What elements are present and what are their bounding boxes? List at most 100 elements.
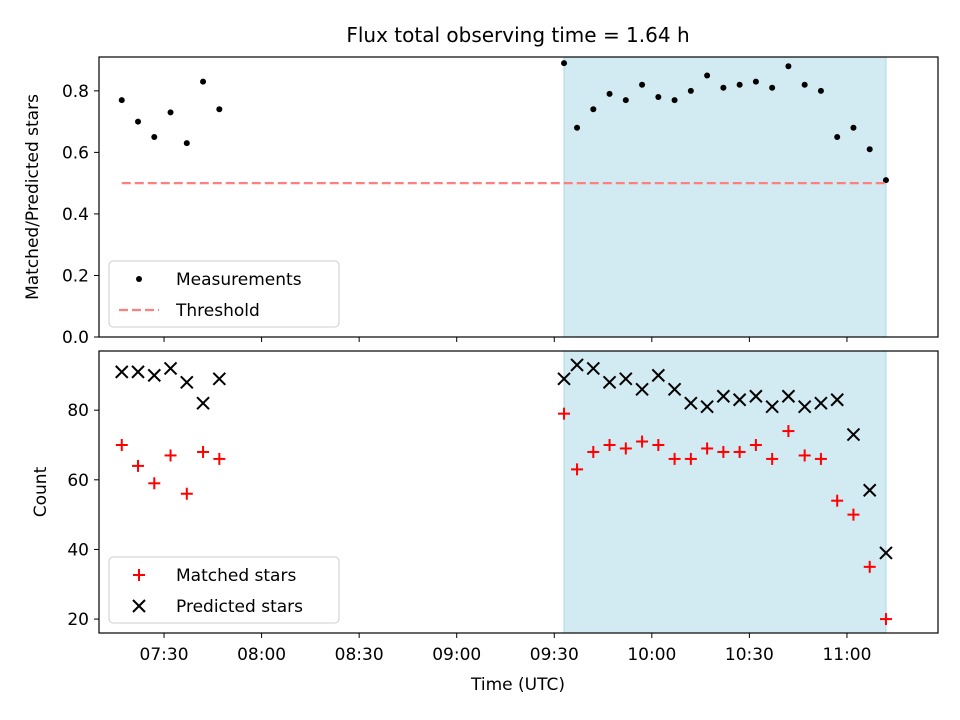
measurement-point [590, 106, 597, 113]
x-stroke [570, 358, 584, 372]
matched-star-point [197, 445, 210, 458]
measurement-point [606, 90, 613, 97]
predicted-star-point [863, 483, 877, 497]
predicted-star-point [635, 382, 649, 397]
x-stroke [830, 393, 844, 407]
x-tick-label: 10:30 [725, 645, 774, 665]
predicted-star-point [814, 396, 828, 410]
x-stroke [196, 396, 210, 410]
x-tick-label: 09:30 [530, 645, 579, 665]
measurement-point [752, 78, 759, 85]
measurement-point [866, 146, 873, 153]
legend-label: Threshold [175, 301, 260, 321]
matched-star-point [782, 425, 795, 438]
y-tick-label: 40 [67, 540, 89, 560]
axes-frame [98, 56, 939, 338]
predicted-star-point [147, 368, 161, 383]
predicted-star-point [716, 389, 731, 403]
x-stroke [132, 599, 146, 613]
legend: Measurements Threshold [108, 260, 340, 328]
y-tick-label: 20 [67, 610, 89, 630]
matched-star-point [701, 442, 714, 455]
y-tick-label: 0.6 [62, 143, 89, 163]
x-stroke [700, 399, 714, 414]
predicted-star-point [115, 365, 129, 379]
matched-star-point [164, 449, 177, 462]
matched-star-point [603, 439, 616, 451]
count-panel: Count Time (UTC) 07:30 08:00 08:30 09:00 09:… [31, 350, 939, 695]
x-stroke [180, 375, 194, 390]
matched-star-point [571, 463, 584, 476]
matched-star-point [814, 452, 827, 465]
matched-star-point [619, 442, 632, 455]
x-stroke [879, 546, 893, 560]
predicted-star-point [212, 372, 227, 386]
measurement-point [216, 106, 223, 113]
predicted-star-point [557, 372, 571, 386]
x-tick-label: 11:00 [822, 645, 871, 665]
measurement-point [561, 60, 568, 67]
y-tick-label: 0.2 [62, 266, 89, 286]
measurement-point [834, 134, 841, 140]
chart-title: Flux total observing time = 1.64 h [346, 23, 689, 47]
x-stroke [147, 368, 161, 383]
legend-box [108, 556, 340, 624]
matched-star-point [148, 477, 161, 490]
x-stroke [781, 389, 796, 403]
predicted-star-point [570, 358, 584, 372]
predicted-star-point [131, 365, 145, 379]
x-stroke [749, 389, 763, 403]
x-stroke [163, 361, 178, 376]
y-tick-label: 0.4 [62, 205, 89, 225]
matched-star-point [879, 613, 892, 626]
matched-star-point [831, 494, 844, 507]
predicted-star-point [830, 393, 844, 407]
predicted-star-point [602, 375, 617, 390]
x-stroke [557, 372, 571, 386]
measurement-point [769, 84, 776, 91]
matched-star-point [132, 459, 145, 472]
x-stroke [814, 396, 828, 410]
x-stroke [651, 368, 666, 383]
axes-frame [98, 350, 939, 634]
matched-star-point [798, 449, 811, 462]
x-tick-label: 09:00 [432, 645, 481, 665]
x-stroke [797, 399, 812, 414]
measurement-point [801, 81, 808, 88]
predicted-star-point [667, 382, 682, 397]
legend-measurement-swatch [136, 276, 142, 282]
matched-star-point [684, 452, 697, 465]
predicted-star-point [797, 399, 812, 414]
predicted-star-point [846, 427, 861, 442]
measurement-point [135, 118, 142, 125]
x-stroke [667, 382, 682, 397]
predicted-star-point [619, 372, 633, 386]
x-stroke [684, 396, 698, 410]
x-tick-label: 10:00 [627, 645, 676, 665]
measurement-point [704, 72, 711, 79]
predicted-star-point [684, 396, 698, 410]
legend-matched-swatch [133, 569, 145, 581]
x-stroke [863, 483, 877, 497]
y-tick-label: 60 [67, 471, 89, 491]
predicted-star-point [700, 399, 714, 414]
predicted-star-point [781, 389, 796, 403]
predicted-star-point [180, 375, 194, 390]
measurement-point [817, 87, 824, 94]
x-stroke [602, 375, 617, 390]
legend-label: Matched stars [176, 566, 296, 586]
ratio-y-axis-label: Matched/Predicted stars [23, 94, 43, 300]
x-stroke [212, 372, 227, 386]
matched-star-point [766, 452, 779, 465]
measurement-point [785, 63, 792, 70]
measurement-point [183, 140, 190, 147]
x-stroke [586, 361, 601, 376]
measurement-point [655, 94, 662, 100]
x-stroke [635, 382, 649, 397]
measurement-point [200, 78, 207, 85]
x-axis-label: Time (UTC) [470, 675, 565, 695]
measurement-point [687, 87, 694, 94]
matched-star-point [213, 452, 226, 465]
count-y-axis-label: Count [31, 466, 51, 517]
x-tick-label: 07:30 [140, 645, 189, 665]
